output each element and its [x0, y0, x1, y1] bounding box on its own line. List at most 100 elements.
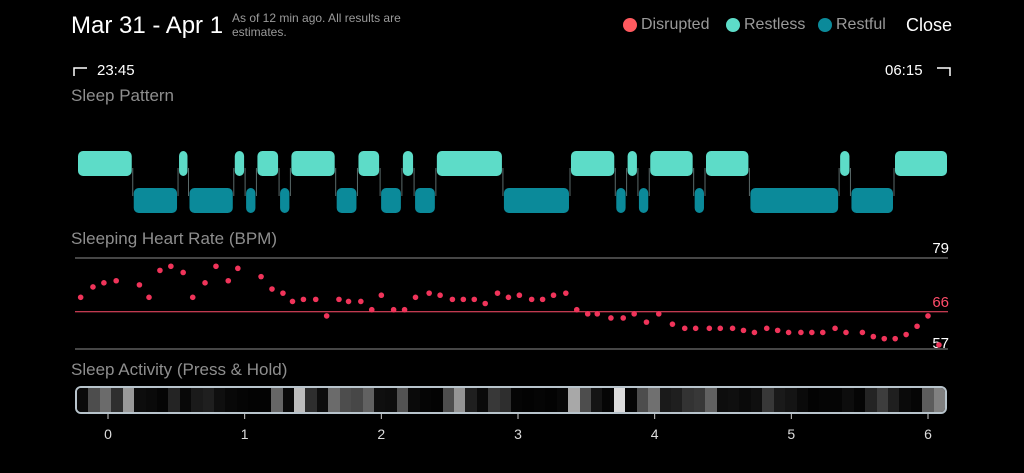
hr-point[interactable] — [323, 313, 330, 319]
sleep-segment-restless[interactable] — [402, 151, 414, 176]
hr-point[interactable] — [225, 277, 232, 284]
sleep-segment-restless[interactable] — [257, 151, 279, 176]
activity-cell[interactable] — [910, 388, 923, 412]
hr-point[interactable] — [681, 325, 688, 332]
sleep-segment-restless[interactable] — [627, 151, 637, 176]
hr-point[interactable] — [819, 329, 826, 336]
hr-point[interactable] — [312, 296, 319, 303]
hr-point[interactable] — [516, 292, 523, 299]
activity-cell[interactable] — [808, 388, 820, 412]
activity-cell[interactable] — [236, 388, 249, 412]
activity-cell[interactable] — [271, 388, 283, 412]
activity-cell[interactable] — [465, 388, 477, 412]
hr-point[interactable] — [892, 335, 898, 342]
hr-point[interactable] — [168, 263, 174, 270]
hr-point[interactable] — [289, 298, 296, 305]
activity-cell[interactable] — [156, 388, 169, 412]
activity-cell[interactable] — [853, 388, 866, 412]
activity-cell[interactable] — [134, 388, 146, 412]
hr-point[interactable] — [401, 306, 408, 313]
hr-point[interactable] — [426, 290, 432, 296]
hr-point[interactable] — [368, 306, 375, 313]
hr-point[interactable] — [345, 298, 352, 305]
activity-cell[interactable] — [830, 388, 843, 412]
hr-point[interactable] — [202, 280, 208, 286]
hr-point[interactable] — [471, 296, 478, 303]
activity-cell[interactable] — [876, 388, 888, 412]
sleep-segment-restless[interactable] — [436, 151, 502, 176]
activity-cell[interactable] — [419, 388, 432, 412]
hr-point[interactable] — [832, 325, 838, 332]
hr-point[interactable] — [90, 284, 96, 290]
hr-point[interactable] — [594, 311, 601, 317]
sleep-segment-restful[interactable] — [280, 188, 290, 213]
activity-cell[interactable] — [305, 388, 317, 412]
activity-cell[interactable] — [373, 388, 386, 412]
activity-cell[interactable] — [762, 388, 774, 412]
hr-point[interactable] — [763, 325, 770, 332]
sleep-segment-restful[interactable] — [694, 188, 704, 213]
hr-point[interactable] — [437, 292, 443, 299]
hr-point[interactable] — [336, 296, 342, 303]
sleep-segment-restless[interactable] — [358, 151, 380, 176]
hr-point[interactable] — [729, 325, 736, 332]
sleep-segment-restless[interactable] — [234, 151, 245, 176]
activity-cell[interactable] — [476, 388, 489, 412]
sleep-segment-restless[interactable] — [705, 151, 749, 176]
hr-point[interactable] — [870, 333, 877, 340]
hr-point[interactable] — [258, 273, 264, 280]
hr-point[interactable] — [378, 292, 385, 299]
hr-point[interactable] — [936, 342, 942, 348]
sleep-segment-restful[interactable] — [851, 188, 893, 213]
activity-cell[interactable] — [202, 388, 215, 412]
activity-cell[interactable] — [442, 388, 454, 412]
hr-point[interactable] — [449, 296, 456, 303]
activity-cell[interactable] — [191, 388, 203, 412]
activity-cell[interactable] — [351, 388, 363, 412]
activity-cell[interactable] — [339, 388, 352, 412]
hr-point[interactable] — [460, 296, 467, 303]
activity-cell[interactable] — [670, 388, 683, 412]
activity-cell[interactable] — [328, 388, 340, 412]
activity-cell[interactable] — [579, 388, 591, 412]
activity-cell[interactable] — [819, 388, 831, 412]
hr-point[interactable] — [213, 263, 219, 270]
activity-cell[interactable] — [682, 388, 694, 412]
sleep-segment-restful[interactable] — [133, 188, 178, 213]
hr-point[interactable] — [809, 329, 815, 336]
hr-point[interactable] — [914, 323, 920, 330]
hr-point[interactable] — [550, 292, 557, 299]
activity-cell[interactable] — [716, 388, 729, 412]
activity-cell[interactable] — [408, 388, 420, 412]
hr-point[interactable] — [101, 280, 107, 286]
activity-cell[interactable] — [225, 388, 237, 412]
activity-cell[interactable] — [842, 388, 854, 412]
sleep-activity-bar[interactable] — [75, 386, 947, 414]
sleep-segment-restful[interactable] — [246, 188, 256, 213]
hr-point[interactable] — [620, 315, 627, 321]
hr-point[interactable] — [482, 300, 489, 307]
hr-point[interactable] — [798, 329, 804, 336]
activity-cell[interactable] — [648, 388, 660, 412]
sleep-segment-restful[interactable] — [189, 188, 233, 213]
activity-cell[interactable] — [533, 388, 546, 412]
sleep-segment-restless[interactable] — [650, 151, 693, 176]
activity-cell[interactable] — [259, 388, 272, 412]
activity-cell[interactable] — [922, 388, 934, 412]
hr-point[interactable] — [280, 290, 286, 296]
activity-cell[interactable] — [625, 388, 637, 412]
activity-cell[interactable] — [750, 388, 763, 412]
hr-point[interactable] — [692, 325, 699, 332]
activity-cell[interactable] — [693, 388, 706, 412]
activity-cell[interactable] — [613, 388, 626, 412]
sleep-segment-restless[interactable] — [894, 151, 947, 176]
hr-point[interactable] — [740, 327, 747, 334]
activity-cell[interactable] — [396, 388, 409, 412]
hr-point[interactable] — [925, 313, 931, 319]
activity-cell[interactable] — [316, 388, 329, 412]
hr-point[interactable] — [631, 311, 637, 317]
hr-point[interactable] — [77, 294, 84, 301]
sleep-segment-restless[interactable] — [291, 151, 335, 176]
sleep-segment-restful[interactable] — [381, 188, 401, 213]
hr-point[interactable] — [643, 319, 650, 325]
